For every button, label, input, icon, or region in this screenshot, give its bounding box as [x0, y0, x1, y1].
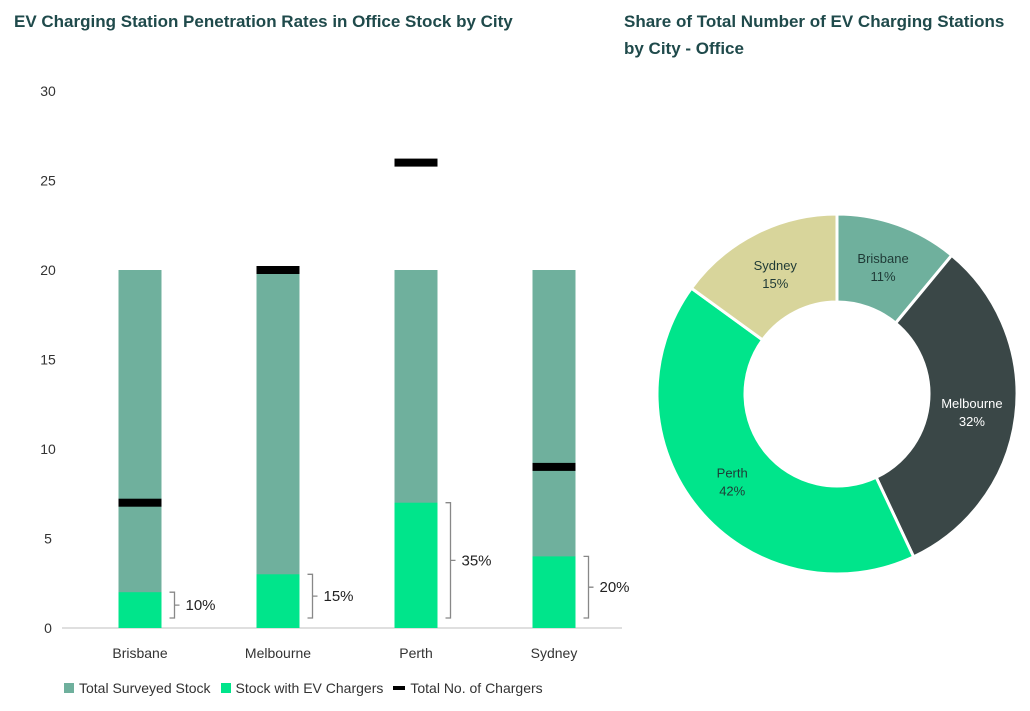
y-tick-label: 5	[44, 531, 52, 547]
donut-slice-sydney	[689, 212, 839, 343]
percent-label-brisbane: 10%	[186, 597, 216, 614]
slice-value-perth: 42%	[719, 484, 745, 499]
bracket-sydney	[583, 555, 594, 619]
category-label-perth: Perth	[399, 645, 432, 661]
bar-with-chargers-sydney	[532, 556, 576, 628]
percent-label-sydney: 20%	[600, 579, 630, 596]
y-tick-label: 20	[40, 262, 56, 278]
donut-slice-perth	[655, 286, 916, 576]
percent-label-perth: 35%	[462, 552, 492, 569]
legend-swatch-total-chargers	[393, 686, 406, 690]
marker-total-chargers-sydney	[532, 462, 576, 471]
donut-chart: Brisbane 11% Melbourne 32% Perth 42% Sydney 15%	[655, 212, 1019, 576]
legend-label-with-chargers: Stock with EV Chargers	[235, 680, 384, 696]
bar-chart-title: EV Charging Station Penetration Rates in…	[14, 12, 513, 31]
marker-total-chargers-brisbane	[118, 498, 162, 507]
bar-with-chargers-brisbane	[118, 592, 162, 628]
category-label-melbourne: Melbourne	[245, 645, 311, 661]
y-tick-label: 0	[44, 620, 52, 636]
legend-label-total-chargers: Total No. of Chargers	[410, 680, 543, 696]
legend-item-total-chargers: Total No. of Chargers	[393, 680, 543, 696]
percent-label-melbourne: 15%	[324, 588, 354, 605]
slice-label-brisbane: Brisbane	[857, 251, 908, 266]
bar-with-chargers-perth	[394, 502, 438, 628]
legend-swatch-with-chargers	[220, 683, 231, 693]
category-label-brisbane: Brisbane	[112, 645, 167, 661]
slice-value-brisbane: 11%	[871, 269, 896, 284]
bracket-melbourne	[307, 573, 318, 619]
bracket-perth	[445, 502, 456, 619]
slice-value-melbourne: 32%	[959, 414, 985, 429]
slice-value-sydney: 15%	[762, 276, 788, 291]
y-tick-label: 30	[40, 83, 56, 99]
bar-chart: 0 5 10 15 20 25 30 Brisbane 10% Melbourne 15% Perth…	[40, 83, 629, 661]
marker-total-chargers-melbourne	[256, 266, 300, 274]
category-label-sydney: Sydney	[531, 645, 578, 661]
legend-swatch-total-surveyed	[64, 683, 74, 693]
y-tick-label: 25	[40, 173, 56, 189]
bar-total-surveyed-brisbane	[118, 270, 162, 628]
bar-chart-legend: Total Surveyed Stock Stock with EV Charg…	[64, 680, 543, 696]
legend-item-total-surveyed: Total Surveyed Stock	[64, 680, 211, 696]
slice-label-melbourne: Melbourne	[941, 396, 1002, 411]
y-tick-label: 10	[40, 441, 56, 457]
legend-label-total-surveyed: Total Surveyed Stock	[79, 680, 211, 696]
donut-slice-melbourne	[874, 253, 1019, 559]
slice-label-perth: Perth	[717, 466, 748, 481]
bar-with-chargers-melbourne	[256, 574, 300, 628]
y-tick-label: 15	[40, 352, 56, 368]
bar-total-surveyed-melbourne	[256, 270, 300, 628]
legend-item-with-chargers: Stock with EV Chargers	[220, 680, 384, 696]
slice-label-sydney: Sydney	[754, 258, 798, 273]
donut-chart-title: Share of Total Number of EV Charging Sta…	[624, 12, 1005, 58]
bracket-brisbane	[169, 591, 180, 619]
marker-total-chargers-perth	[394, 158, 438, 167]
